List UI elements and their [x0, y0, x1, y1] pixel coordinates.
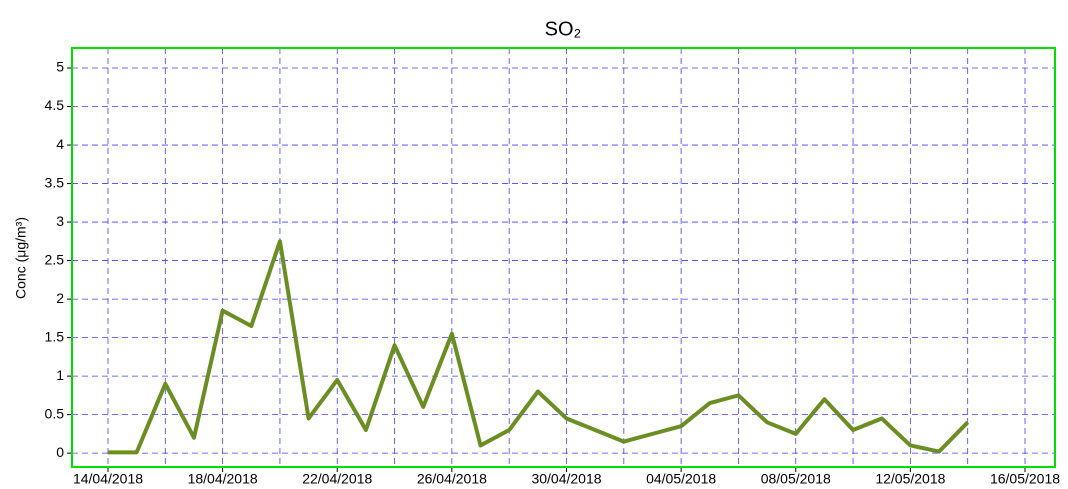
x-tick-label: 26/04/2018 — [417, 471, 487, 487]
x-tick-label: 14/04/2018 — [73, 471, 143, 487]
x-tick-label: 16/05/2018 — [990, 471, 1060, 487]
y-axis-label: Conc (μg/m³) — [13, 217, 29, 299]
y-tick-label: 2.5 — [45, 251, 65, 267]
x-tick-label: 08/05/2018 — [761, 471, 831, 487]
data-line — [108, 239, 970, 455]
x-tick-label: 30/04/2018 — [531, 471, 601, 487]
y-tick-label: 5 — [56, 59, 64, 75]
y-tick-label: 1.5 — [45, 328, 65, 344]
x-tick-label: 22/04/2018 — [302, 471, 372, 487]
y-tick-label: 2 — [56, 290, 64, 306]
x-tick-label: 04/05/2018 — [646, 471, 716, 487]
y-tick-label: 3.5 — [45, 174, 65, 190]
plot-border — [71, 47, 1056, 468]
y-tick-label: 1 — [56, 367, 64, 383]
x-tick-label: 18/04/2018 — [188, 471, 258, 487]
chart-title: SO₂ — [545, 18, 582, 40]
y-tick-label: 0.5 — [45, 405, 65, 421]
y-tick-label: 4.5 — [45, 97, 65, 113]
x-tick-label: 12/05/2018 — [875, 471, 945, 487]
y-tick-label: 4 — [56, 136, 64, 152]
y-tick-label: 3 — [56, 213, 64, 229]
y-tick-label: 0 — [56, 444, 64, 460]
